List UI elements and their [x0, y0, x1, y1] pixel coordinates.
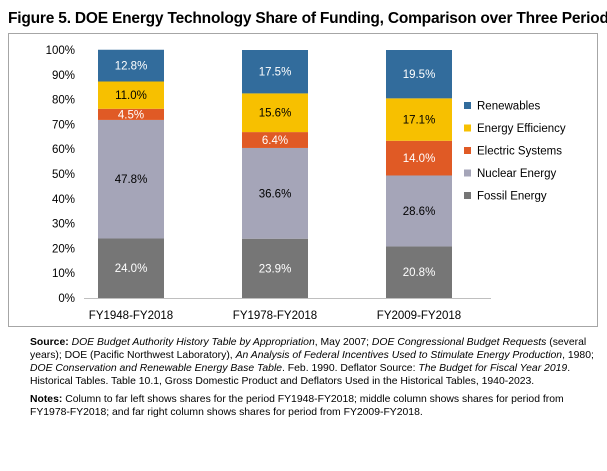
source-citation-italic: DOE Congressional Budget Requests	[371, 337, 547, 348]
bar-segment	[242, 238, 308, 298]
x-tick-label: FY1948-FY2018	[89, 310, 173, 322]
source-citation-italic: An Analysis of Federal Incentives Used t…	[235, 350, 563, 361]
x-tick-label: FY2009-FY2018	[377, 310, 461, 322]
bar-segment	[242, 147, 308, 239]
legend-label: Electric Systems	[477, 146, 562, 158]
bar-segment	[98, 238, 164, 298]
legend-label: Energy Efficiency	[477, 123, 566, 135]
bar-segment	[386, 175, 452, 247]
data-label: 12.8%	[115, 61, 148, 73]
bar-segment	[386, 50, 452, 99]
source-citation-italic: DOE Conservation and Renewable Energy Ba…	[30, 363, 283, 374]
data-label: 4.5%	[118, 109, 144, 121]
data-label: 28.6%	[403, 206, 436, 218]
bar-segment	[98, 119, 164, 239]
data-label: 36.6%	[259, 188, 292, 200]
y-tick-label: 30%	[52, 219, 75, 231]
bar-segment	[386, 98, 452, 141]
data-label: 24.0%	[115, 263, 148, 275]
bar-segment	[242, 50, 308, 94]
figure-title: Figure 5. DOE Energy Technology Share of…	[8, 10, 607, 27]
bar-segment	[98, 108, 164, 120]
legend-swatch	[464, 169, 471, 177]
data-label: 19.5%	[403, 69, 436, 81]
y-tick-label: 80%	[52, 95, 75, 107]
data-label: 17.1%	[403, 115, 436, 127]
data-label: 20.8%	[403, 267, 436, 279]
source-citation-text: , 1980;	[562, 350, 594, 361]
source-citation-text: . Historical Tables. Table 10.1, Gross D…	[30, 363, 571, 387]
bar-segment	[386, 246, 452, 298]
bar-segment	[98, 49, 164, 82]
legend-swatch	[464, 102, 471, 109]
notes-label: Notes:	[30, 394, 63, 405]
data-label: 23.9%	[259, 263, 292, 275]
y-tick-label: 100%	[46, 45, 75, 57]
x-tick-label: FY1978-FY2018	[233, 310, 317, 322]
legend-swatch	[464, 124, 471, 132]
source-label: Source:	[30, 337, 69, 348]
y-tick-label: 20%	[52, 243, 75, 255]
data-label: 6.4%	[262, 135, 288, 147]
stacked-bar-chart: 0% 10% 20% 30% 40% 50% 60% 70% 80% 90% 100% 24.0% 47…	[46, 45, 566, 322]
notes-block: Source: DOE Budget Authority History Tab…	[30, 336, 595, 424]
legend-swatch	[464, 147, 471, 154]
notes-paragraph: Notes: Column to far left shows shares f…	[30, 393, 595, 419]
legend-swatch	[464, 192, 471, 199]
bar-segment	[242, 93, 308, 133]
y-tick-label: 90%	[52, 70, 75, 82]
legend-label: Fossil Energy	[477, 191, 547, 203]
source-text: DOE Budget Authority History Table by Ap…	[30, 337, 594, 387]
y-tick-label: 10%	[52, 268, 75, 280]
y-tick-label: 70%	[52, 119, 75, 131]
bar-segment	[386, 140, 452, 176]
legend-label: Nuclear Energy	[477, 168, 557, 180]
data-label: 15.6%	[259, 108, 292, 120]
source-citation-italic: The Budget for Fiscal Year 2019	[418, 363, 568, 374]
data-label: 47.8%	[115, 174, 148, 186]
data-label: 14.0%	[403, 153, 436, 165]
bar-segment	[98, 81, 164, 109]
y-tick-label: 50%	[52, 169, 75, 181]
data-label: 17.5%	[259, 67, 292, 79]
y-tick-label: 60%	[52, 144, 75, 156]
y-tick-label: 0%	[58, 293, 75, 305]
y-tick-label: 40%	[52, 194, 75, 206]
chart-frame: 0% 10% 20% 30% 40% 50% 60% 70% 80% 90% 100% 24.0% 47…	[8, 33, 598, 327]
source-paragraph: Source: DOE Budget Authority History Tab…	[30, 336, 595, 388]
source-citation-text: (several years); DOE (Pacific Northwest …	[30, 337, 587, 361]
notes-text: Column to far left shows shares for the …	[30, 394, 564, 418]
source-citation-text: . Feb. 1990. Deflator Source:	[282, 363, 419, 374]
bar-segment	[242, 132, 308, 148]
legend-label: Renewables	[477, 101, 541, 113]
source-citation-text: , May 2007;	[314, 337, 372, 348]
data-label: 11.0%	[115, 90, 147, 102]
source-citation-italic: DOE Budget Authority History Table by Ap…	[71, 337, 315, 348]
